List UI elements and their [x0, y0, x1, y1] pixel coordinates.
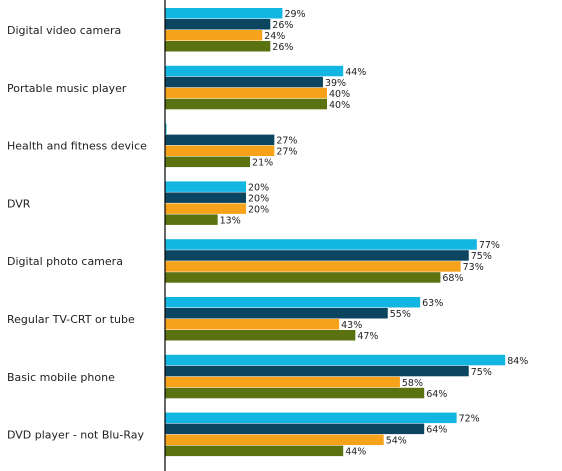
value-label: 64% — [426, 425, 447, 436]
value-label: 26% — [272, 42, 293, 53]
value-label: 58% — [402, 378, 423, 389]
bar — [165, 98, 327, 110]
bar — [165, 19, 271, 30]
value-label: 55% — [390, 309, 411, 320]
bars-layer — [165, 8, 506, 457]
bar — [165, 192, 246, 203]
bar — [165, 156, 251, 168]
value-label: 20% — [248, 204, 269, 215]
category-label-basic-mobile-phone: Basic mobile phone — [7, 371, 115, 384]
bar — [165, 445, 344, 457]
value-label: 73% — [463, 262, 484, 273]
category-label-portable-music-player: Portable music player — [7, 82, 127, 95]
category-labels: Digital video camera Portable music playe… — [7, 24, 147, 442]
value-label: 44% — [345, 67, 366, 78]
category-label-dvd-player-not-blu-ray: DVD player - not Blu-Ray — [7, 429, 145, 442]
bar — [165, 134, 275, 146]
bar — [165, 181, 246, 192]
value-label: 75% — [471, 367, 492, 378]
bar — [165, 76, 323, 88]
value-label: 54% — [386, 436, 407, 447]
bar — [165, 272, 441, 283]
value-label: 64% — [426, 389, 447, 400]
bar — [165, 261, 461, 272]
value-label: 39% — [325, 78, 346, 89]
bar — [165, 423, 425, 435]
value-label: 40% — [329, 89, 350, 100]
value-label: 63% — [422, 298, 443, 309]
bar — [165, 297, 421, 308]
bar — [165, 319, 340, 330]
category-label-digital-video-camera: Digital video camera — [7, 24, 121, 37]
value-label: 21% — [252, 158, 273, 169]
value-label: 27% — [276, 136, 297, 147]
category-label-dvr: DVR — [7, 197, 31, 210]
bar-empty — [165, 123, 167, 135]
bar — [165, 365, 469, 377]
bar — [165, 434, 384, 446]
value-label: 47% — [357, 331, 378, 342]
value-label: 44% — [345, 447, 366, 458]
bar — [165, 145, 275, 157]
bar — [165, 387, 425, 399]
value-label: 75% — [471, 251, 492, 262]
bar — [165, 203, 246, 214]
value-labels: 29%26%24%26%44%39%40%40%27%27%21%20%20%2… — [220, 9, 529, 458]
category-label-health-and-fitness-device: Health and fitness device — [7, 140, 147, 153]
value-label: 24% — [264, 31, 285, 42]
bar — [165, 330, 356, 341]
value-label: 68% — [442, 273, 463, 284]
value-label: 13% — [220, 215, 241, 226]
bar — [165, 354, 506, 366]
value-label: 20% — [248, 193, 269, 204]
bar — [165, 87, 327, 99]
value-label: 26% — [272, 20, 293, 31]
value-label: 40% — [329, 100, 350, 111]
value-label: 84% — [507, 356, 528, 367]
bar — [165, 8, 283, 19]
bar — [165, 30, 263, 41]
bar — [165, 239, 477, 250]
category-label-digital-photo-camera: Digital photo camera — [7, 255, 123, 268]
value-label: 77% — [479, 240, 500, 251]
bar — [165, 412, 457, 424]
category-label-regular-tv-crt-or-tube: Regular TV-CRT or tube — [7, 313, 135, 326]
bar — [165, 41, 271, 52]
value-label: 29% — [284, 9, 305, 20]
bar — [165, 376, 400, 388]
bar — [165, 250, 469, 261]
value-label: 20% — [248, 182, 269, 193]
value-label: 27% — [276, 147, 297, 158]
bar — [165, 65, 344, 77]
value-label: 43% — [341, 320, 362, 331]
bar — [165, 214, 218, 225]
bar — [165, 308, 388, 319]
value-label: 72% — [459, 414, 480, 425]
